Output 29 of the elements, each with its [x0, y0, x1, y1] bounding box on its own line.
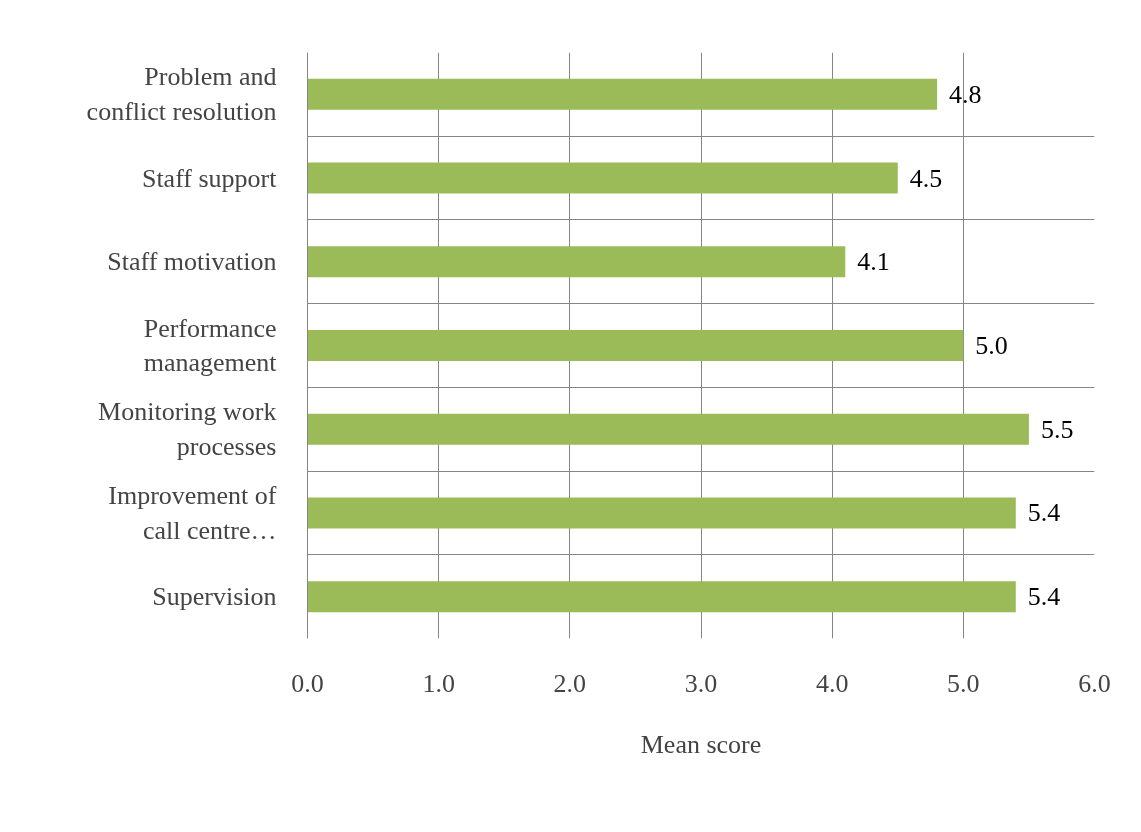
- data-label: 4.8: [949, 79, 982, 109]
- bar: [307, 581, 1016, 613]
- bar: [307, 78, 938, 110]
- y-tick-label: Problem and conflict resolution: [86, 62, 277, 127]
- y-tick-label: Monitoring work processes: [98, 397, 277, 462]
- data-label: 5.4: [1027, 582, 1061, 612]
- data-label: 4.1: [857, 247, 890, 277]
- bar: [307, 497, 1016, 529]
- bar: [307, 246, 846, 278]
- data-label: 4.5: [909, 163, 943, 193]
- x-tick-label: 0.0: [291, 668, 324, 698]
- y-tick-label: Improvement of call centre…: [108, 481, 277, 545]
- y-tick-label: Staff support: [141, 163, 278, 193]
- x-tick-label: 4.0: [815, 668, 849, 698]
- x-tick-label: 3.0: [684, 668, 718, 698]
- x-tick-label: 2.0: [553, 668, 587, 698]
- y-tick-label: Performance management: [143, 313, 278, 378]
- y-tick-label: Supervision: [152, 582, 277, 612]
- y-tick-label: Staff motivation: [107, 247, 277, 277]
- x-axis-title: Mean score: [640, 729, 762, 759]
- x-tick-label: 6.0: [1078, 668, 1111, 698]
- bar: [307, 413, 1029, 445]
- data-label: 5.4: [1027, 498, 1061, 528]
- data-label: 5.5: [1040, 414, 1074, 444]
- x-tick-label: 1.0: [422, 668, 455, 698]
- bar: [307, 330, 964, 361]
- data-label: 5.0: [975, 331, 1008, 360]
- bar: [307, 162, 898, 194]
- x-tick-label: 5.0: [947, 668, 980, 698]
